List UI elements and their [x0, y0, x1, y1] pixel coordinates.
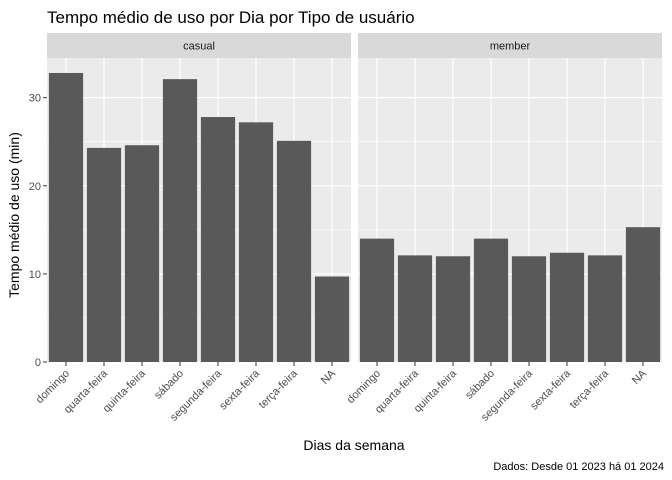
bar-casual-quarta-feira [86, 147, 122, 362]
x-tick-label: domingo [34, 368, 72, 406]
facet-strip [47, 33, 351, 58]
y-axis-label: Tempo médio de uso (min) [6, 132, 22, 298]
bar-member-terça-feira [587, 255, 623, 362]
x-tick-label: domingo [345, 368, 383, 406]
x-tick-label: sábado [463, 368, 497, 402]
facet-strip [358, 33, 662, 58]
chart-caption: Dados: Desde 01 2023 há 01 2024 [493, 461, 664, 473]
x-tick-label: terça-feira [568, 367, 612, 411]
bar-casual-quinta-feira [124, 145, 160, 362]
x-tick-label: sábado [152, 368, 186, 402]
bar-casual-domingo [48, 72, 84, 363]
bar-casual-terça-feira [276, 140, 312, 362]
bar-member-sábado [473, 238, 509, 362]
bar-casual-sexta-feira [238, 122, 274, 362]
bar-casual-sábado [162, 79, 198, 362]
x-tick-label: terça-feira [257, 367, 301, 411]
bar-member-quarta-feira [397, 255, 433, 362]
x-tick-label: NA [319, 367, 339, 387]
bar-member-sexta-feira [549, 252, 585, 362]
chart-title: Tempo médio de uso por Dia por Tipo de u… [47, 8, 415, 27]
bar-member-domingo [359, 238, 395, 362]
x-tick-label: sexta-feira [528, 367, 573, 412]
facet-strip-label: casual [183, 41, 215, 53]
x-axis-label: Dias da semana [303, 437, 404, 453]
y-tick-label: 0 [35, 357, 41, 369]
bar-member-quinta-feira [435, 256, 471, 362]
facet-strip-label: member [490, 41, 531, 53]
y-tick-label: 30 [29, 93, 41, 105]
y-tick-label: 10 [29, 269, 41, 281]
x-tick-label: NA [630, 367, 650, 387]
x-tick-label: sexta-feira [217, 367, 262, 412]
y-tick-label: 20 [29, 181, 41, 193]
bar-member-NA [625, 227, 661, 362]
bar-casual-segunda-feira [200, 117, 236, 362]
bar-member-segunda-feira [511, 256, 547, 362]
bar-casual-NA [314, 276, 350, 362]
